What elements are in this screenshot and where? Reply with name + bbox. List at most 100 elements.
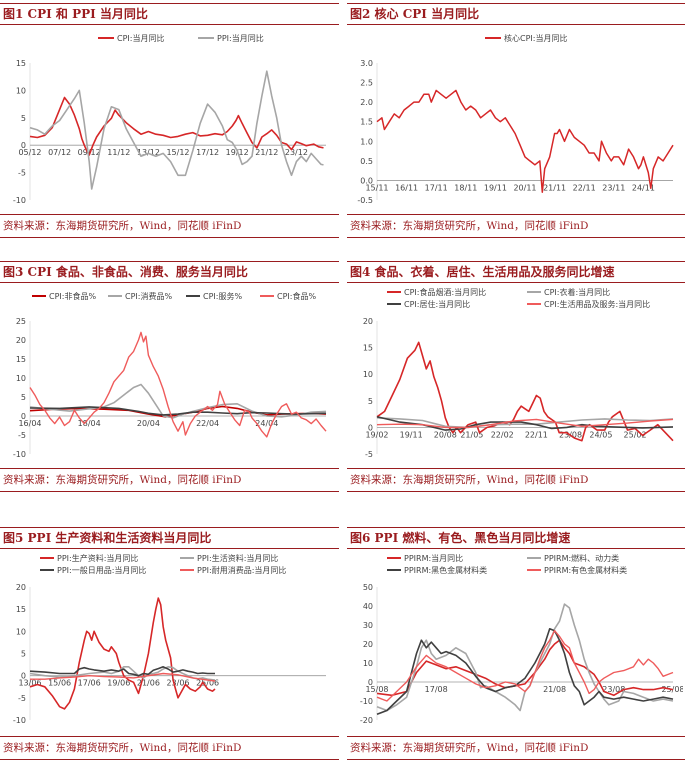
y-tick-label: 10 bbox=[363, 370, 373, 379]
x-tick-label: 25/02 bbox=[624, 430, 647, 439]
series-line-1 bbox=[376, 89, 674, 193]
legend-label: PPIRM:燃料、动力类 bbox=[544, 553, 619, 563]
series-line-2 bbox=[376, 417, 674, 429]
x-tick-label: 21/05 bbox=[460, 430, 483, 439]
y-tick-label: 20 bbox=[16, 336, 26, 345]
series-line-1 bbox=[376, 341, 674, 442]
series-line-1 bbox=[29, 597, 216, 710]
chart-title: 图2 核心 CPI 当月同比 bbox=[347, 3, 685, 25]
y-tick-label: -10 bbox=[360, 697, 373, 706]
y-tick-label: 20 bbox=[363, 640, 373, 649]
y-tick-label: 15 bbox=[16, 59, 26, 68]
legend: PPIRM:当月同比 PPIRM:燃料、动力类 PPIRM:黑色金属材料类 PPIRM… bbox=[387, 553, 627, 575]
y-tick-label: 5 bbox=[21, 114, 26, 123]
y-tick-label: -20 bbox=[360, 716, 373, 725]
legend-label: PPI:耐用消费品:当月同比 bbox=[197, 565, 286, 575]
x-tick-label: 17/12 bbox=[196, 148, 219, 157]
x-tick-label: 17/08 bbox=[425, 685, 448, 694]
x-tick-label: 07/12 bbox=[48, 148, 71, 157]
legend-label: PPI:生产资料:当月同比 bbox=[57, 553, 138, 563]
y-tick-label: 5 bbox=[21, 650, 26, 659]
y-tick-label: 15 bbox=[363, 344, 373, 353]
legend-label: PPI:当月同比 bbox=[217, 33, 264, 43]
legend: CPI:食品烟酒:当月同比 CPI:衣着:当月同比 CPI:居住:当月同比 CPI:生… bbox=[387, 287, 650, 309]
series-line-4 bbox=[29, 331, 327, 438]
y-tick-label: -5 bbox=[18, 431, 26, 440]
legend-label: PPIRM:黑色金属材料类 bbox=[404, 565, 487, 575]
y-tick-label: -10 bbox=[13, 450, 26, 459]
x-tick-label: 19/06 bbox=[107, 679, 130, 688]
y-tick-label: 20 bbox=[363, 317, 373, 326]
chart-fig4: -5 0 5 10 15 20 19/02 19/11 20/08 21/05 22/02 22/11… bbox=[363, 287, 674, 459]
chart-title: 图5 PPI 生产资料和生活资料当月同比 bbox=[0, 527, 339, 549]
legend-label: CPI:居住:当月同比 bbox=[404, 299, 470, 309]
legend: PPI:生产资料:当月同比 PPI:生活资料:当月同比 PPI:一般日用品:当月同比… bbox=[40, 553, 286, 575]
legend-label: CPI:生活用品及服务:当月同比 bbox=[544, 299, 650, 309]
x-tick-label: 17/11 bbox=[425, 183, 448, 192]
source-note: 资料来源：东海期货研究所，Wind，同花顺 iFinD bbox=[347, 214, 685, 238]
y-tick-label: 0 bbox=[21, 672, 26, 681]
legend-label: PPI:生活资料:当月同比 bbox=[197, 553, 278, 563]
y-tick-label: -5 bbox=[18, 694, 26, 703]
y-tick-label: 15 bbox=[16, 605, 26, 614]
y-tick-label: 0.5 bbox=[360, 157, 373, 166]
y-tick-label: -0.5 bbox=[357, 196, 373, 205]
x-tick-label: 20/04 bbox=[137, 419, 160, 428]
x-tick-label: 21/12 bbox=[255, 148, 278, 157]
series-line-4 bbox=[376, 418, 674, 429]
chart-fig5: -10 -5 0 5 10 15 20 13/06 15/06 17/06 19/06 21/06 23… bbox=[13, 553, 326, 725]
x-tick-label: 24/04 bbox=[255, 419, 278, 428]
y-tick-label: 0 bbox=[21, 412, 26, 421]
y-tick-label: 0 bbox=[368, 678, 373, 687]
x-tick-label: 16/04 bbox=[18, 419, 41, 428]
legend-label: CPI:衣着:当月同比 bbox=[544, 287, 610, 297]
x-tick-label: 23/12 bbox=[285, 148, 308, 157]
source-note: 资料来源：东海期货研究所，Wind，同花顺 iFinD bbox=[347, 736, 685, 760]
series-line-4 bbox=[30, 672, 216, 682]
legend-label: PPIRM:当月同比 bbox=[404, 553, 463, 563]
chart-fig3: -10 -5 0 5 10 15 20 25 16/04 18/04 20/04 22/04 24/04… bbox=[13, 291, 327, 459]
source-note: 资料来源：东海期货研究所，Wind，同花顺 iFinD bbox=[0, 736, 339, 760]
y-tick-label: -10 bbox=[13, 716, 26, 725]
y-tick-label: 0 bbox=[368, 423, 373, 432]
x-tick-label: 18/04 bbox=[78, 419, 101, 428]
y-tick-label: 1.0 bbox=[360, 137, 373, 146]
series-line-2 bbox=[29, 70, 324, 190]
x-tick-label: 18/11 bbox=[454, 183, 477, 192]
x-tick-label: 21/08 bbox=[543, 685, 566, 694]
y-tick-label: 2.5 bbox=[360, 79, 373, 88]
x-tick-label: 20/08 bbox=[434, 430, 457, 439]
x-tick-label: 17/06 bbox=[78, 679, 101, 688]
x-tick-label: 21/06 bbox=[137, 679, 160, 688]
x-tick-label: 15/08 bbox=[365, 685, 388, 694]
source-note: 资料来源：东海期货研究所，Wind，同花顺 iFinD bbox=[347, 468, 685, 492]
y-tick-label: 15 bbox=[16, 355, 26, 364]
x-tick-label: 22/11 bbox=[573, 183, 596, 192]
x-tick-label: 23/11 bbox=[602, 183, 625, 192]
y-tick-label: -5 bbox=[365, 450, 373, 459]
y-tick-label: 50 bbox=[363, 583, 373, 592]
legend: 核心CPI:当月同比 bbox=[485, 33, 567, 43]
legend-label: CPI:食品% bbox=[277, 291, 316, 301]
y-tick-label: 2.0 bbox=[360, 98, 373, 107]
x-tick-label: 19/02 bbox=[365, 430, 388, 439]
y-tick-label: 0.0 bbox=[360, 176, 373, 185]
x-tick-label: 25/06 bbox=[196, 679, 219, 688]
legend-label: CPI:当月同比 bbox=[117, 33, 164, 43]
series-line-3 bbox=[29, 666, 215, 677]
x-tick-label: 19/11 bbox=[400, 430, 423, 439]
y-tick-label: 0 bbox=[21, 141, 26, 150]
source-note: 资料来源：东海期货研究所，Wind，同花顺 iFinD bbox=[0, 214, 339, 238]
x-tick-label: 15/06 bbox=[48, 679, 71, 688]
x-tick-label: 24/05 bbox=[589, 430, 612, 439]
legend-label: CPI:非食品% bbox=[49, 291, 96, 301]
chart-title: 图4 食品、衣着、居住、生活用品及服务同比增速 bbox=[347, 261, 685, 283]
chart-title: 图3 CPI 食品、非食品、消费、服务当月同比 bbox=[0, 261, 339, 283]
x-tick-label: 16/11 bbox=[395, 183, 418, 192]
y-tick-label: 20 bbox=[16, 583, 26, 592]
legend-label: PPIRM:有色金属材料类 bbox=[544, 565, 627, 575]
x-tick-label: 13/06 bbox=[18, 679, 41, 688]
legend: CPI:非食品% CPI:消费品% CPI:服务% CPI:食品% bbox=[32, 291, 316, 301]
